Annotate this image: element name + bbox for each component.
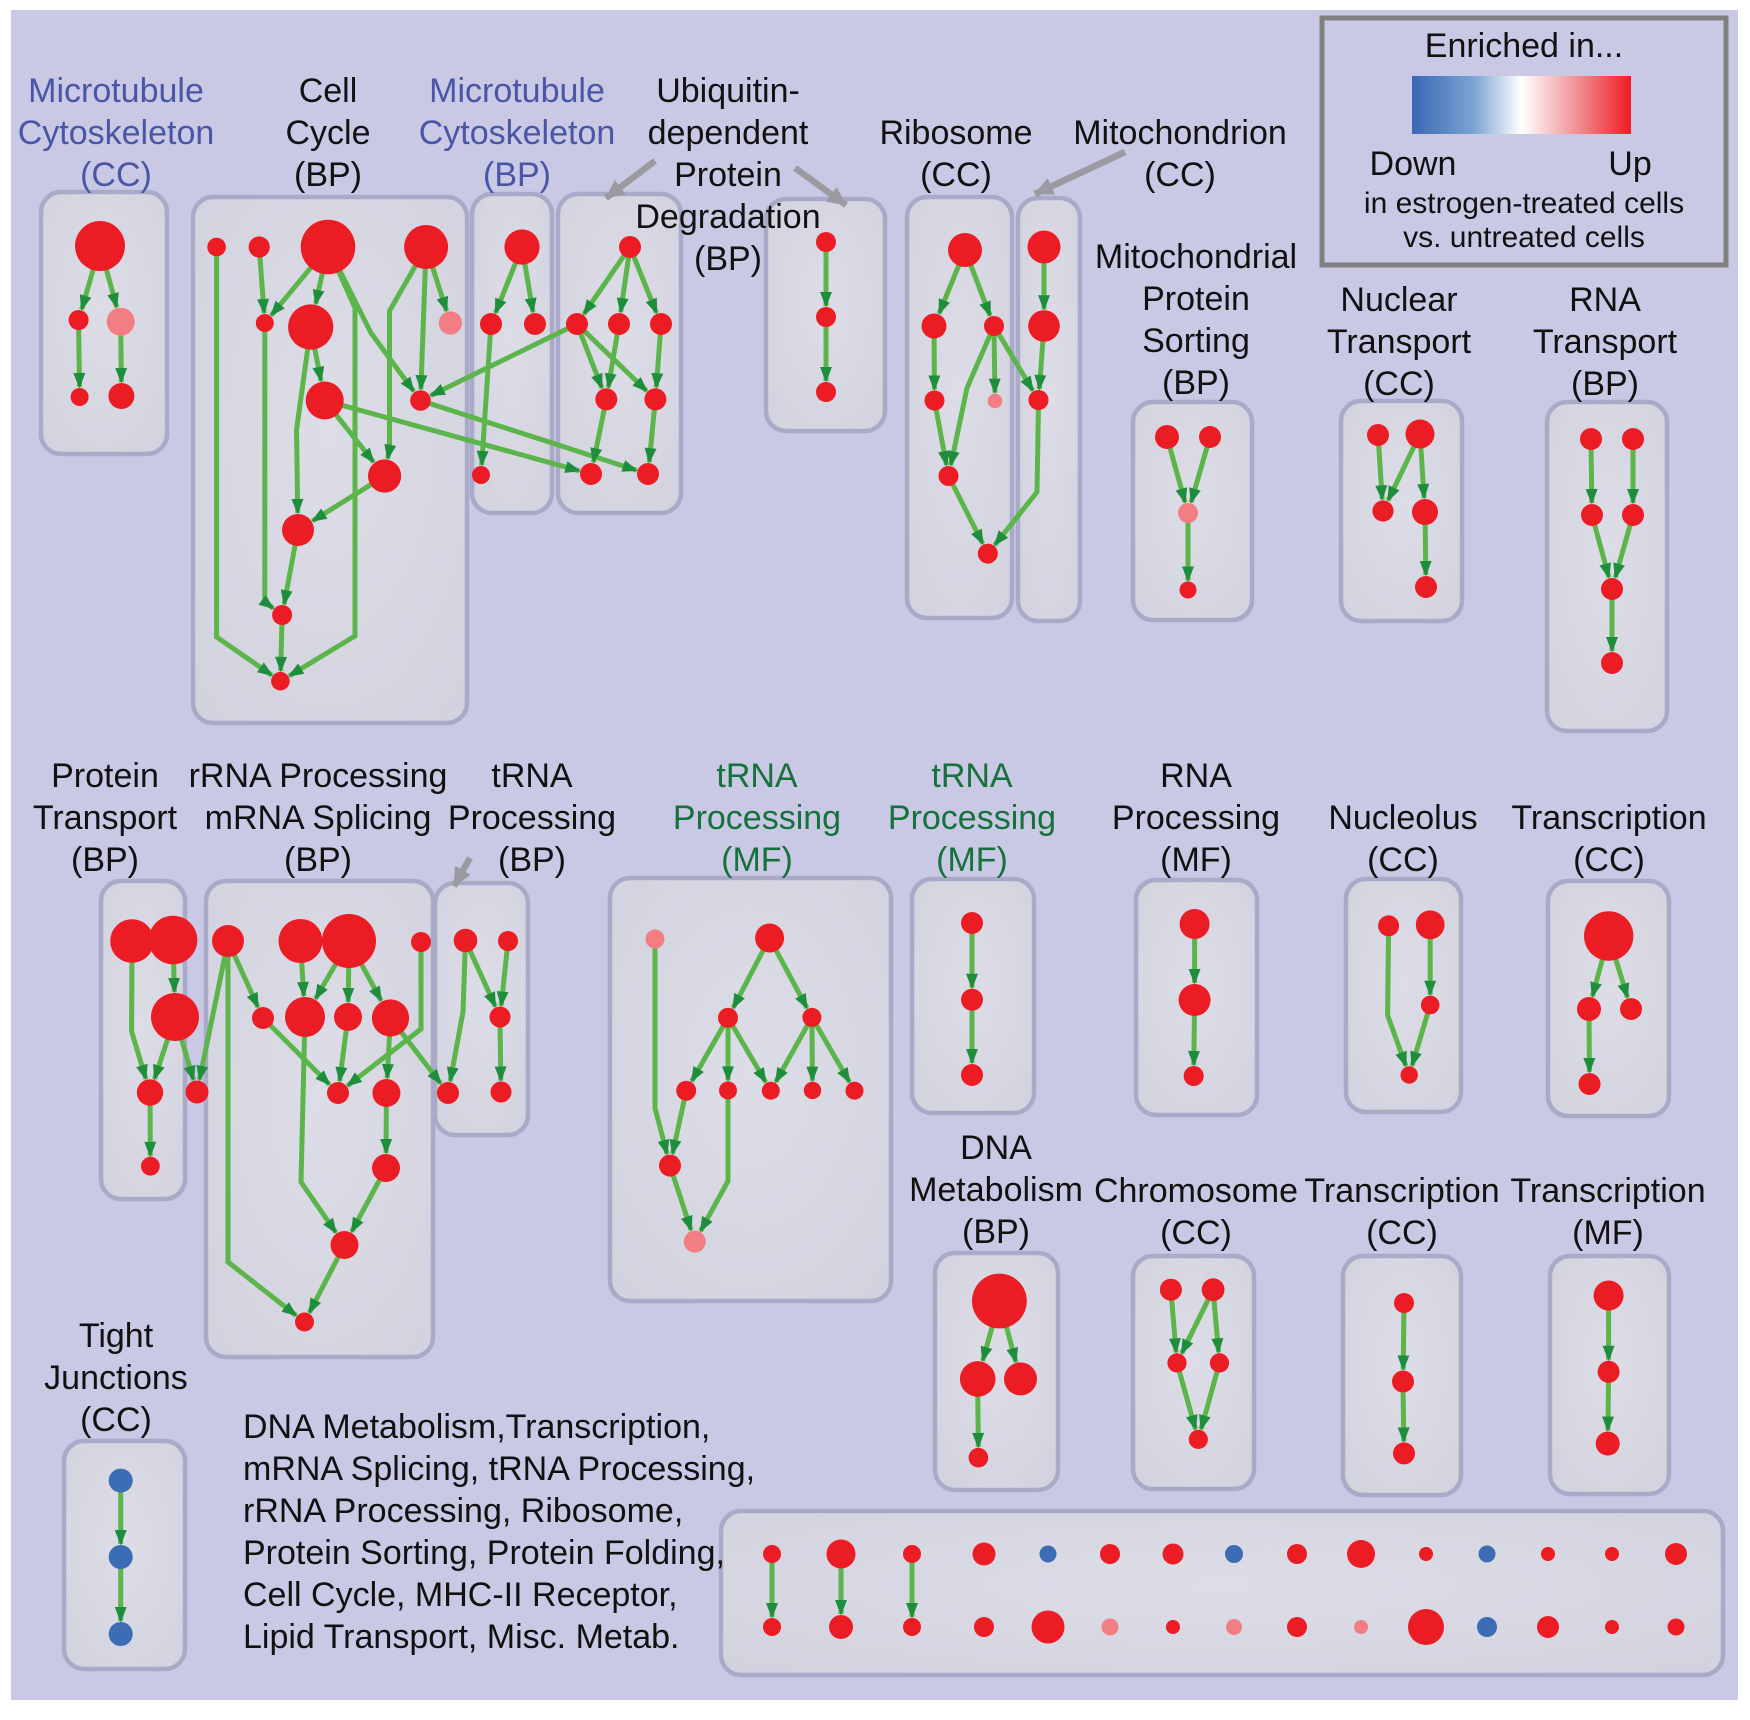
svg-text:(BP): (BP) [498,841,566,879]
svg-text:(MF): (MF) [936,841,1008,879]
svg-text:Degradation: Degradation [635,198,820,236]
svg-text:DNA: DNA [960,1129,1032,1167]
svg-text:Transport: Transport [1533,323,1678,361]
svg-text:Mitochondrion: Mitochondrion [1073,114,1287,152]
svg-text:Transport: Transport [33,799,178,837]
svg-text:Transport: Transport [1327,323,1472,361]
svg-text:Transcription: Transcription [1511,799,1706,837]
svg-text:(BP): (BP) [694,240,762,278]
svg-text:Protein: Protein [674,156,782,194]
svg-text:Protein: Protein [1142,280,1250,318]
svg-text:Nucleolus: Nucleolus [1328,799,1477,837]
svg-text:Junctions: Junctions [44,1359,188,1397]
svg-text:(CC): (CC) [1573,841,1645,879]
svg-text:Lipid Transport, Misc. Metab.: Lipid Transport, Misc. Metab. [243,1618,680,1656]
svg-text:(BP): (BP) [294,156,362,194]
svg-text:tRNA: tRNA [491,757,573,795]
svg-text:Cycle: Cycle [285,114,370,152]
svg-text:(CC): (CC) [920,156,992,194]
svg-text:(BP): (BP) [1571,365,1639,403]
svg-text:Enriched in...: Enriched in... [1425,27,1623,65]
svg-text:(MF): (MF) [1160,841,1232,879]
svg-text:RNA: RNA [1569,281,1641,319]
svg-text:mRNA Splicing: mRNA Splicing [205,799,432,837]
svg-text:(CC): (CC) [1144,156,1216,194]
svg-text:Processing: Processing [448,799,616,837]
svg-text:Cytoskeleton: Cytoskeleton [18,114,215,152]
svg-text:Up: Up [1608,145,1651,183]
svg-text:Processing: Processing [1112,799,1280,837]
svg-text:Transcription: Transcription [1510,1172,1705,1210]
svg-text:Ubiquitin-: Ubiquitin- [656,72,800,110]
svg-text:(BP): (BP) [71,841,139,879]
svg-text:rRNA Processing: rRNA Processing [189,757,448,795]
svg-text:Microtubule: Microtubule [28,72,204,110]
svg-text:(CC): (CC) [1160,1214,1232,1252]
svg-text:tRNA: tRNA [716,757,798,795]
svg-text:(MF): (MF) [1572,1214,1644,1252]
svg-text:Cytoskeleton: Cytoskeleton [419,114,616,152]
svg-text:Microtubule: Microtubule [429,72,605,110]
svg-text:Sorting: Sorting [1142,322,1250,360]
svg-text:(CC): (CC) [80,1401,152,1439]
svg-text:(CC): (CC) [1367,841,1439,879]
svg-text:RNA: RNA [1160,757,1232,795]
svg-text:DNA Metabolism,Transcription,: DNA Metabolism,Transcription, [243,1408,710,1446]
svg-text:(MF): (MF) [721,841,793,879]
svg-text:Nuclear: Nuclear [1340,281,1457,319]
svg-text:Ribosome: Ribosome [879,114,1032,152]
svg-text:rRNA Processing, Ribosome,: rRNA Processing, Ribosome, [243,1492,683,1530]
svg-text:Cell: Cell [299,72,358,110]
svg-text:(BP): (BP) [1162,364,1230,402]
svg-text:(BP): (BP) [962,1213,1030,1251]
svg-text:Metabolism: Metabolism [909,1171,1083,1209]
svg-text:(BP): (BP) [284,841,352,879]
svg-text:(CC): (CC) [1363,365,1435,403]
svg-text:tRNA: tRNA [931,757,1013,795]
svg-text:vs. untreated cells: vs. untreated cells [1403,221,1645,254]
svg-text:Processing: Processing [888,799,1056,837]
svg-text:(CC): (CC) [1366,1214,1438,1252]
svg-text:Down: Down [1370,145,1457,183]
svg-text:in estrogen-treated cells: in estrogen-treated cells [1364,187,1684,220]
svg-text:Tight: Tight [79,1317,154,1355]
svg-text:Processing: Processing [673,799,841,837]
svg-text:Transcription: Transcription [1304,1172,1499,1210]
svg-text:(BP): (BP) [483,156,551,194]
svg-text:Protein Sorting, Protein Foldi: Protein Sorting, Protein Folding, [243,1534,725,1572]
svg-text:Protein: Protein [51,757,159,795]
svg-text:Mitochondrial: Mitochondrial [1095,238,1297,276]
svg-text:mRNA Splicing, tRNA Processing: mRNA Splicing, tRNA Processing, [243,1450,755,1488]
svg-text:Chromosome: Chromosome [1094,1172,1298,1210]
svg-text:dependent: dependent [648,114,809,152]
svg-text:(CC): (CC) [80,156,152,194]
svg-text:Cell Cycle, MHC-II Receptor,: Cell Cycle, MHC-II Receptor, [243,1576,678,1614]
